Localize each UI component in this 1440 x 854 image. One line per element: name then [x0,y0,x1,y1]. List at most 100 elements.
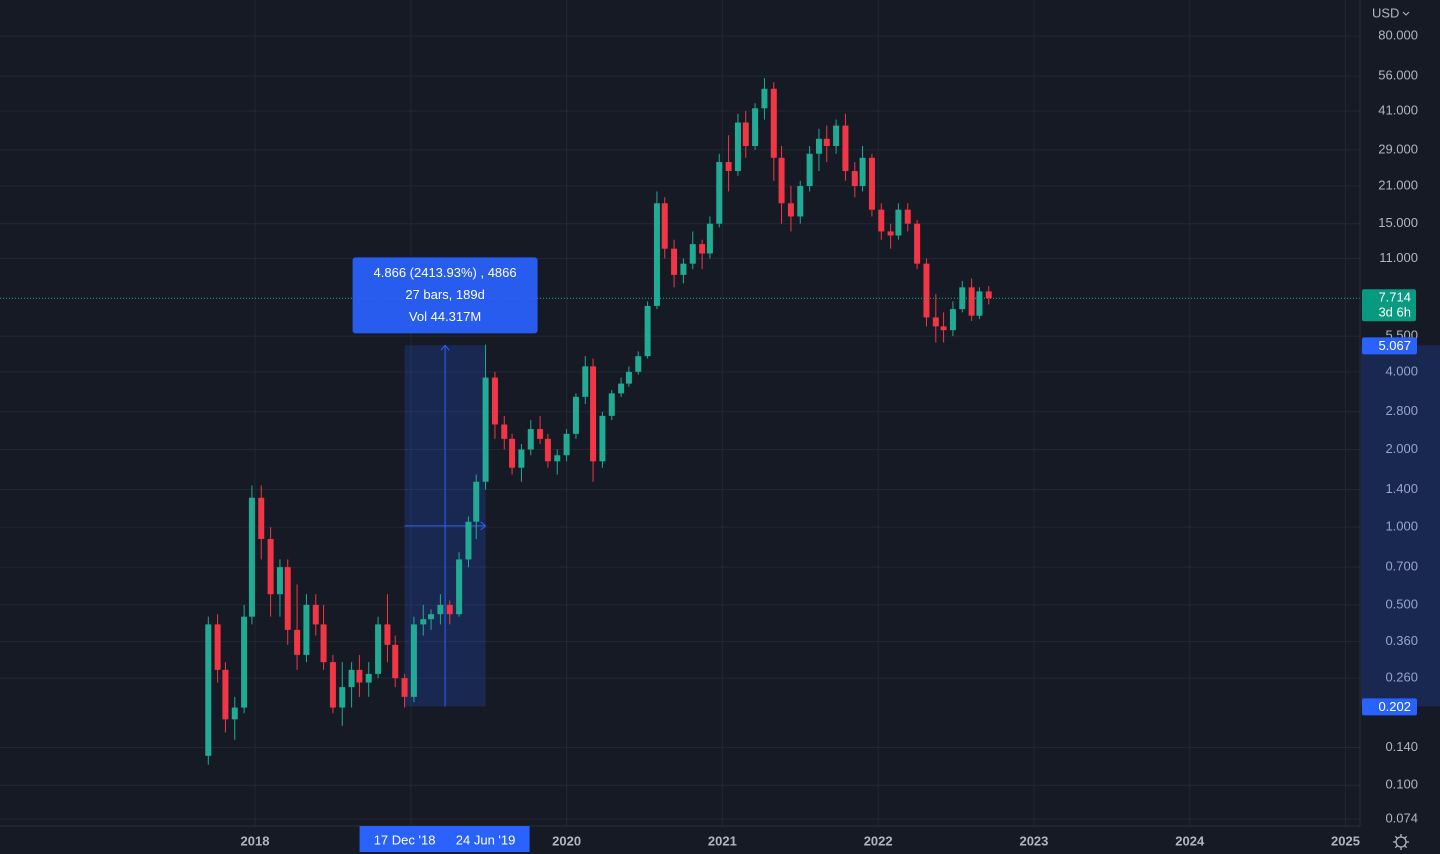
measure-date-box [359,826,530,852]
measure-tooltip-line: 4.866 (2413.93%) , 4866 [374,265,517,280]
last-price-box [1362,289,1416,322]
candle-body [653,203,660,306]
y-tick-label: 4.000 [1385,363,1418,378]
candle-body [959,287,966,310]
candle-body [401,678,408,697]
y-tick-label: 56.000 [1378,68,1418,83]
y-tick-label: 0.700 [1385,559,1418,574]
candle-body [833,125,840,147]
candle-body [878,209,885,232]
candle-body [770,88,777,158]
axes: 80.000 56.000 41.000 29.000 21.000 15.000 11.0… [241,28,1440,852]
currency[interactable]: USD [1372,5,1399,20]
measure-tooltip [352,257,538,334]
candle-body [248,497,255,617]
y-tick-label: 0.074 [1385,810,1418,825]
candle-body [608,393,615,416]
candle-body [428,614,435,620]
candle-body [572,396,579,434]
measure-price-box [1362,337,1417,355]
candle-body [895,209,902,236]
candle-body [527,429,534,450]
candle-body [932,317,939,327]
candle-body [661,203,668,249]
candle-body [258,497,265,539]
candle-body [356,669,363,683]
y-tick-label: 80.000 [1378,28,1418,43]
candle-body [518,449,525,468]
candle-body [582,366,589,397]
candle-body [446,604,453,615]
y-tick-label: 2.800 [1385,403,1418,418]
candle-body [968,287,975,316]
y-tick-label: 1.400 [1385,481,1418,496]
candle-body [976,291,983,316]
y-tick-label: 29.000 [1378,141,1418,156]
candle-body [706,223,713,254]
x-tick-label: 2024 [1175,833,1205,848]
candle-body [985,291,992,299]
candle-body [949,309,956,331]
y-tick-label: 1.000 [1385,519,1418,534]
candle-body [544,438,551,462]
measure-date-label: 24 Jun '19 [456,832,516,847]
candle-body [214,624,221,670]
measure-price-label: 5.067 [1378,338,1411,353]
candle-body [563,433,570,456]
candle-body [501,424,508,439]
candle-body [365,673,372,683]
measure-date-label: 17 Dec '18 [374,832,436,847]
candle-body [312,604,319,625]
candle-body [491,377,498,425]
measure-tooltip-line: Vol 44.317M [409,309,481,324]
x-tick-label: 2018 [241,833,270,848]
candle-body [410,624,417,697]
candle-body [635,356,642,372]
candle-body [554,455,561,462]
x-tick-label: 2020 [552,833,581,848]
candle-body [699,244,706,254]
settings-icon[interactable] [1393,834,1409,850]
measure-arrow-head [440,344,450,351]
y-tick-label: 11.000 [1379,250,1418,265]
candle-body [851,171,858,186]
candle-body [276,567,283,595]
candle-body [599,415,606,462]
y-tick-label: 2.000 [1385,441,1418,456]
currency-chevron [1402,11,1410,16]
candle-body [868,157,875,210]
y-tick-label: 15.000 [1378,215,1418,230]
candle-body [618,383,625,394]
candle-body [456,559,463,615]
candle-body [465,521,472,560]
countdown-label: 3d 6h [1378,305,1411,320]
candle-body [222,669,229,720]
candle-body [787,203,794,217]
y-tick-label: 41.000 [1378,102,1418,117]
x-tick-label: 2022 [864,833,893,848]
y-tick-label: 21.000 [1378,177,1418,192]
candle-body [473,481,480,522]
candle-body [437,604,444,615]
candle-body [887,231,894,236]
x-tick-label: 2021 [708,833,737,848]
candle-body [320,624,327,663]
candle-body [859,157,866,186]
y-tick-label: 0.360 [1385,633,1418,648]
candle-body [725,162,732,172]
candle-body [420,619,427,625]
y-tick-label: 0.140 [1385,739,1418,754]
y-tick-label: 0.100 [1385,777,1418,792]
candle-body [671,248,678,275]
candle-body [923,263,930,318]
candle-body [231,707,238,720]
candle-body [482,377,489,482]
candle-body [284,567,291,630]
candle-body [241,616,248,708]
candle-body [752,108,759,147]
candle-body [384,624,391,645]
measure-price-box [1362,698,1417,716]
y-tick-label: 0.500 [1385,596,1418,611]
